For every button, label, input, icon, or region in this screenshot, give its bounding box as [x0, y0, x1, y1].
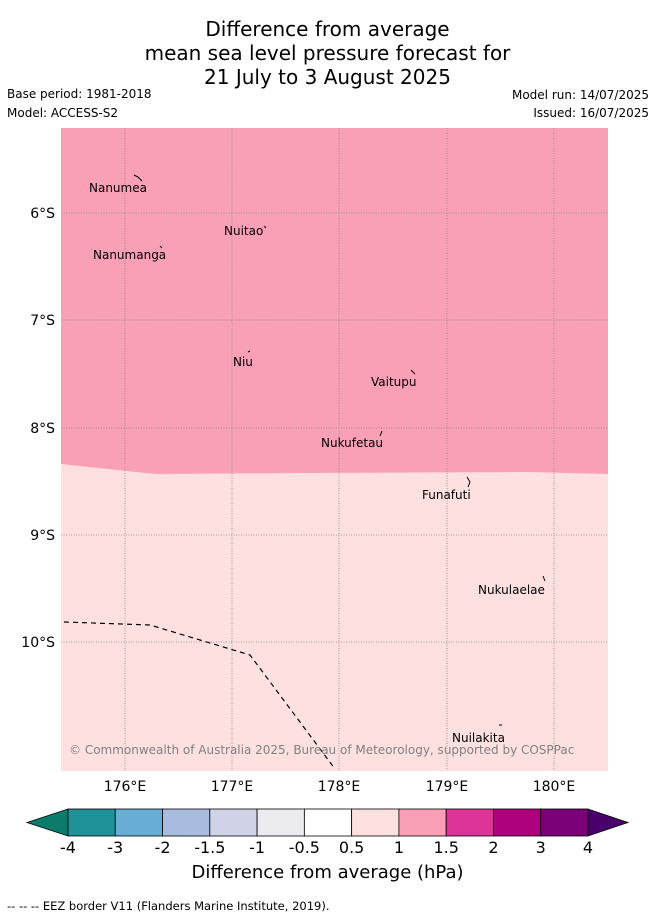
base-period-text: Base period: 1981-2018: [7, 87, 152, 101]
colorbar-tick-label: 0.5: [338, 838, 365, 857]
colorbar-segment: [114, 808, 163, 837]
colorbar-tick-label: -3: [107, 838, 124, 857]
colorbar-segment: [445, 808, 494, 837]
place-label-niu: Niu: [233, 355, 253, 369]
colorbar-tick-label: -1: [249, 838, 266, 857]
lon-label-178e: 178°E: [318, 779, 361, 795]
place-label-nuitao: Nuitao: [224, 224, 263, 238]
place-label-nukulaelae: Nukulaelae: [478, 583, 545, 597]
model-text: Model: ACCESS-S2: [7, 106, 119, 120]
colorbar-tick-label: 3: [535, 838, 546, 857]
copyright-text: © Commonwealth of Australia 2025, Bureau…: [69, 743, 574, 757]
place-label-nanumea: Nanumea: [89, 181, 147, 195]
colorbar-segment: [256, 808, 305, 837]
map-title-line-1: Difference from average: [205, 17, 450, 41]
colorbar-segment: [67, 808, 116, 837]
eez-border: [63, 621, 336, 770]
place-label-vaitupu: Vaitupu: [371, 375, 417, 389]
colorbar-tick-label: 2: [488, 838, 499, 857]
colorbar-segment: [209, 808, 258, 837]
colorbar-arrow-low: [25, 808, 69, 837]
colorbar-tick-label: 4: [582, 838, 594, 857]
longitude-gridlines: [124, 128, 555, 771]
place-label-nuilakita: Nuilakita: [452, 731, 505, 745]
map-title-line-2: mean sea level pressure forecast for: [144, 41, 511, 65]
colorbar-tick-label: 1.5: [433, 838, 459, 857]
colorbar-tick-label: -4: [60, 838, 76, 857]
place-label-nanumanga: Nanumanga: [93, 248, 166, 262]
lat-label-10s: 10°S: [21, 635, 55, 651]
lon-label-177e: 177°E: [211, 779, 254, 795]
colorbar: [25, 808, 630, 837]
colorbar-title: Difference from average (hPa): [191, 862, 464, 883]
lat-label-6s: 6°S: [30, 206, 55, 222]
colorbar-segment: [493, 808, 542, 837]
map-title-line-3: 21 July to 3 August 2025: [204, 65, 451, 89]
latitude-gridlines: [61, 212, 608, 643]
colorbar-segment: [162, 808, 211, 837]
colorbar-arrow-high: [587, 808, 630, 837]
colorbar-segment: [351, 808, 400, 837]
colorbar-tick-label: -1.5: [194, 838, 226, 857]
lon-label-176e: 176°E: [104, 779, 147, 795]
place-label-nukufetau: Nukufetau: [321, 436, 383, 450]
lat-label-9s: 9°S: [30, 528, 55, 544]
colorbar-tick-label: -2: [154, 838, 171, 857]
model-run-text: Model run: 14/07/2025: [511, 88, 649, 102]
colorbar-segment: [303, 808, 353, 837]
region-one-to-one-half: [61, 128, 608, 474]
lat-label-7s: 7°S: [30, 313, 55, 329]
island-outlines: [133, 174, 546, 726]
lon-label-180e: 180°E: [533, 779, 576, 795]
place-label-funafuti: Funafuti: [422, 488, 471, 502]
colorbar-segment: [540, 808, 589, 837]
lat-label-8s: 8°S: [30, 421, 55, 437]
issued-text: Issued: 16/07/2025: [533, 106, 649, 120]
eez-legend-text: -- -- -- EEZ border V11 (Flanders Marine…: [7, 899, 330, 913]
colorbar-segment: [398, 808, 447, 837]
colorbar-tick-label: -0.5: [288, 838, 320, 857]
lon-label-179e: 179°E: [426, 779, 469, 795]
colorbar-tick-label: 1: [393, 838, 404, 857]
